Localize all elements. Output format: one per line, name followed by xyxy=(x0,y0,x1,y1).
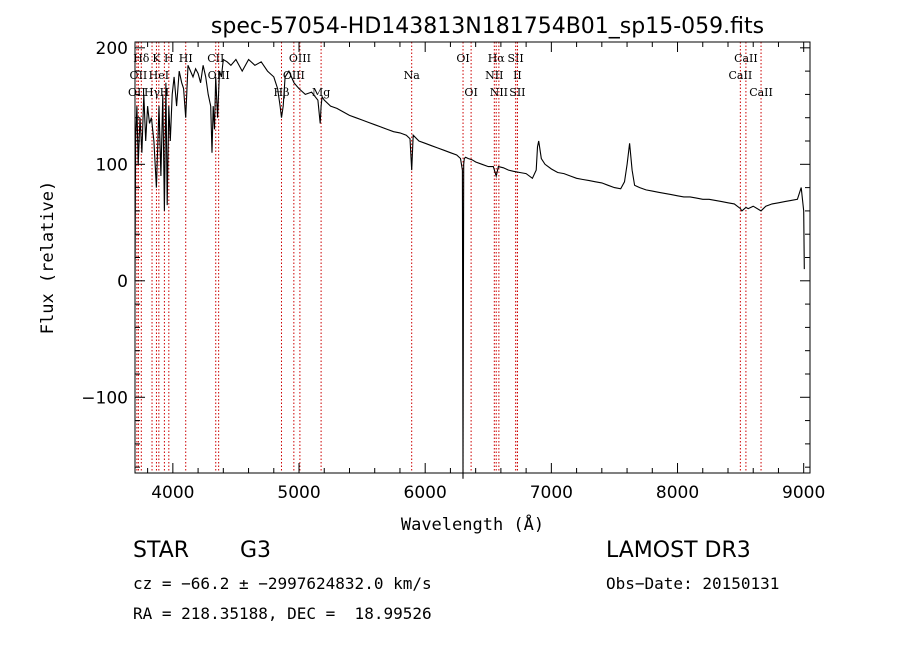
y-tick-label-2: 100 xyxy=(96,155,128,175)
line-marker-label-25: CaII xyxy=(729,69,753,82)
line-marker-label-8: OII xyxy=(128,86,146,99)
x-tick-label-2: 6000 xyxy=(404,483,447,503)
line-marker-label-19: SII xyxy=(508,52,524,65)
line-marker-label-13: Hβ xyxy=(274,86,290,99)
x-tick-label-1: 5000 xyxy=(277,483,320,503)
y-tick-label-1: 0 xyxy=(117,272,128,292)
survey-name: LAMOST DR3 xyxy=(606,538,751,563)
obs-date: Obs−Date: 20150131 xyxy=(606,574,780,593)
line-marker-label-9: Hγ xyxy=(144,86,161,99)
line-marker-label-18: Hα xyxy=(488,52,506,65)
line-marker-label-11: OIII xyxy=(289,52,311,65)
x-axis-label: Wavelength (Å) xyxy=(401,513,544,535)
line-marker-label-15: Na xyxy=(404,69,421,82)
line-marker-label-23: SII xyxy=(509,86,525,99)
line-marker-label-2: H xyxy=(164,52,174,65)
line-marker-label-7: OIII xyxy=(208,69,230,82)
coordinates: RA = 218.35188, DEC = 18.99526 xyxy=(133,604,432,623)
plot-frame xyxy=(134,41,811,474)
line-marker-label-21: II xyxy=(513,69,522,82)
line-marker-label-14: Mg xyxy=(312,86,330,99)
x-tick-label-5: 9000 xyxy=(782,483,825,503)
line-marker-label-5: OII xyxy=(130,69,148,82)
object-class: STAR xyxy=(133,538,190,563)
x-tick-label-0: 4000 xyxy=(151,483,194,503)
line-marker-label-10: H xyxy=(160,86,170,99)
object-subclass: G3 xyxy=(240,538,272,563)
x-tick-label-3: 7000 xyxy=(530,483,573,503)
line-marker-label-20: NII xyxy=(485,69,503,82)
y-axis-label: Flux (relative) xyxy=(38,181,58,335)
redshift-line: cz = −66.2 ± −2997624832.0 km/s xyxy=(133,574,432,593)
line-marker-label-16: OI xyxy=(456,52,469,65)
line-marker-label-0: Hδ xyxy=(133,52,150,65)
chart-title: spec-57054-HD143813N181754B01_sp15-059.f… xyxy=(211,14,764,39)
line-marker-label-1: K xyxy=(152,52,161,65)
spectrum-series xyxy=(134,58,805,479)
line-marker-label-24: CaII xyxy=(734,52,758,65)
line-marker-label-3: HI xyxy=(179,52,193,65)
line-marker-label-4: CII xyxy=(207,52,224,65)
y-tick-label-0: −100 xyxy=(81,388,128,408)
line-marker-label-26: CaII xyxy=(749,86,773,99)
line-marker-label-17: OI xyxy=(464,86,477,99)
line-marker-label-6: HeI xyxy=(149,69,169,82)
y-tick-label-3: 200 xyxy=(96,39,128,59)
line-marker-label-22: NII xyxy=(490,86,508,99)
x-tick-label-4: 8000 xyxy=(656,483,699,503)
